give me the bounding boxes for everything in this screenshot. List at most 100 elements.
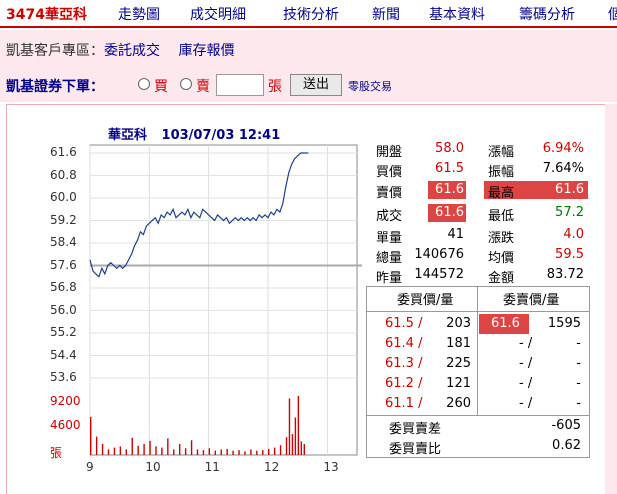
quote-value: 61.6 <box>435 205 464 220</box>
volume-bar <box>155 446 157 455</box>
diff-label: 委買賣差 <box>389 422 442 437</box>
volume-bar <box>208 448 211 455</box>
quote-value: 140676 <box>414 247 464 262</box>
buy-radio[interactable] <box>138 78 150 90</box>
content-frame <box>6 104 617 494</box>
volume-bar <box>196 449 199 455</box>
volume-bar <box>119 446 122 455</box>
volume-bar <box>250 449 252 455</box>
volume-bar <box>273 447 276 455</box>
x-tick-label: 13 <box>323 460 339 474</box>
bid-header: 委買價/量 <box>397 293 454 308</box>
ask-price: - / <box>519 356 533 371</box>
y-tick-label: 53.6 <box>50 370 77 384</box>
quote-row: 買價 61.5 振幅 7.64% <box>372 160 590 180</box>
summary-row: 委買賣差 -605 <box>367 417 589 437</box>
y-tick-label: 61.6 <box>50 145 77 159</box>
volume-bar <box>288 398 291 455</box>
volume-bar <box>113 447 116 455</box>
bid-qty: 203 <box>446 316 471 331</box>
quote-row: 賣價 61.6 最高 61.6 <box>372 181 590 201</box>
volume-bar <box>131 437 133 455</box>
nav-more[interactable]: 個 <box>608 4 617 24</box>
odd-lot-link[interactable]: 零股交易 <box>348 80 392 93</box>
buy-label: 買 <box>154 79 168 95</box>
quote-value: 61.5 <box>435 161 464 176</box>
quote-key: 賣價 <box>376 186 403 201</box>
quote-key: 總量 <box>376 251 403 266</box>
quantity-input[interactable] <box>216 74 264 96</box>
quote-row: 總量 140676 均價 59.5 <box>372 246 590 266</box>
volume-tick-label: 4600 <box>50 418 81 432</box>
top-nav: 3474華亞科 走勢圖 成交明細 技術分析 新聞 基本資料 籌碼分析 個 <box>0 0 617 28</box>
y-tick-label: 59.2 <box>50 212 77 227</box>
quote-key: 漲跌 <box>488 231 515 246</box>
intraday-chart <box>89 144 362 456</box>
quote-value: 41 <box>447 227 464 242</box>
quote-key: 昨量 <box>376 271 403 286</box>
nav-technical[interactable]: 技術分析 <box>283 7 339 23</box>
ask-highlight <box>428 181 466 199</box>
ask-qty: 1595 <box>547 316 581 331</box>
bid-price: 61.2 / <box>385 376 423 391</box>
plot-frame <box>89 144 358 456</box>
chart-title: 華亞科 <box>108 128 148 143</box>
quote-value: 57.2 <box>555 205 584 220</box>
y-tick-label: 56.8 <box>50 280 77 294</box>
customer-zone-row: 凱基客戶專區：委託成交 庫存報價 <box>6 40 234 60</box>
quote-row: 開盤 58.0 漲幅 6.94% <box>372 140 590 160</box>
volume-bar <box>202 450 205 455</box>
ask-qty: - <box>576 336 581 351</box>
ask-price: - / <box>519 336 533 351</box>
quote-value: 61.6 <box>555 182 584 197</box>
volume-bar <box>238 450 240 455</box>
quote-row: 單量 41 漲跌 4.0 <box>372 226 590 246</box>
volume-tick-label: 9200 <box>50 394 81 408</box>
volume-bar <box>294 417 297 455</box>
sell-radio[interactable] <box>180 78 192 90</box>
volume-bar <box>107 449 110 455</box>
bid-price: 61.1 / <box>385 396 423 411</box>
volume-tick-label: 張 <box>50 446 63 460</box>
y-tick-label: 58.4 <box>50 235 77 249</box>
y-tick-label: 60.8 <box>50 167 77 182</box>
volume-bar <box>173 449 175 455</box>
nav-profile[interactable]: 基本資料 <box>429 7 485 23</box>
quote-key: 成交 <box>376 209 403 224</box>
quote-value: 7.64% <box>542 161 584 176</box>
y-tick-label: 55.2 <box>50 325 77 339</box>
chart-datetime: 103/07/03 12:41 <box>161 128 281 143</box>
book-row: 61.1 / 260 - / - <box>367 395 589 414</box>
ratio-label: 委買賣比 <box>389 442 442 457</box>
volume-bar <box>149 440 151 455</box>
volume-bar <box>125 449 127 455</box>
volume-bar <box>232 450 234 455</box>
ask-price: 61.6 <box>491 316 520 331</box>
quote-value: 58.0 <box>435 141 464 156</box>
send-button[interactable]: 送出 <box>290 74 342 96</box>
bid-price: 61.4 / <box>385 336 423 351</box>
nav-trades[interactable]: 成交明細 <box>190 7 246 23</box>
nav-chips[interactable]: 籌碼分析 <box>519 7 575 23</box>
column-divider <box>477 287 478 415</box>
nav-news[interactable]: 新聞 <box>372 7 400 23</box>
x-tick-label: 10 <box>145 460 161 474</box>
best-ask-highlight <box>479 314 529 334</box>
volume-bar <box>303 443 305 455</box>
volume-bar <box>101 443 104 455</box>
quote-row: 成交 61.6 最低 57.2 <box>372 204 590 224</box>
y-tick-label: 57.6 <box>50 257 77 272</box>
orders-link[interactable]: 委託成交 <box>104 43 160 59</box>
volume-bar <box>256 450 258 455</box>
volume-bar <box>190 440 193 455</box>
bid-price: 61.3 / <box>385 356 423 371</box>
high-highlight <box>484 181 588 199</box>
quote-key: 最高 <box>488 186 515 201</box>
sell-label: 賣 <box>196 79 210 95</box>
header-divider <box>367 311 589 312</box>
ask-header: 委賣價/量 <box>503 293 560 308</box>
volume-bar <box>167 438 169 455</box>
inventory-link[interactable]: 庫存報價 <box>178 43 235 59</box>
x-tick-label: 12 <box>264 460 280 474</box>
nav-trend[interactable]: 走勢圖 <box>118 7 160 23</box>
